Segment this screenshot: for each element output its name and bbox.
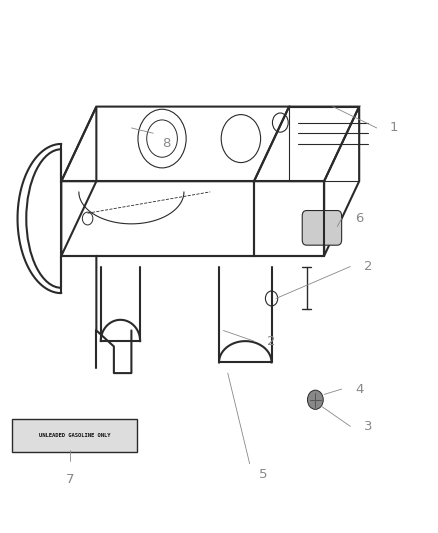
Text: 8: 8 [162, 138, 171, 150]
Text: UNLEADED GASOLINE ONLY: UNLEADED GASOLINE ONLY [39, 433, 110, 438]
FancyBboxPatch shape [302, 211, 342, 245]
Text: 2: 2 [364, 260, 372, 273]
Text: 6: 6 [355, 212, 364, 225]
Text: 1: 1 [390, 122, 399, 134]
Text: 2: 2 [267, 335, 276, 348]
Circle shape [307, 390, 323, 409]
Text: 4: 4 [355, 383, 364, 395]
FancyBboxPatch shape [12, 419, 137, 452]
Text: 7: 7 [66, 473, 74, 486]
Text: 5: 5 [258, 468, 267, 481]
Text: 3: 3 [364, 420, 372, 433]
